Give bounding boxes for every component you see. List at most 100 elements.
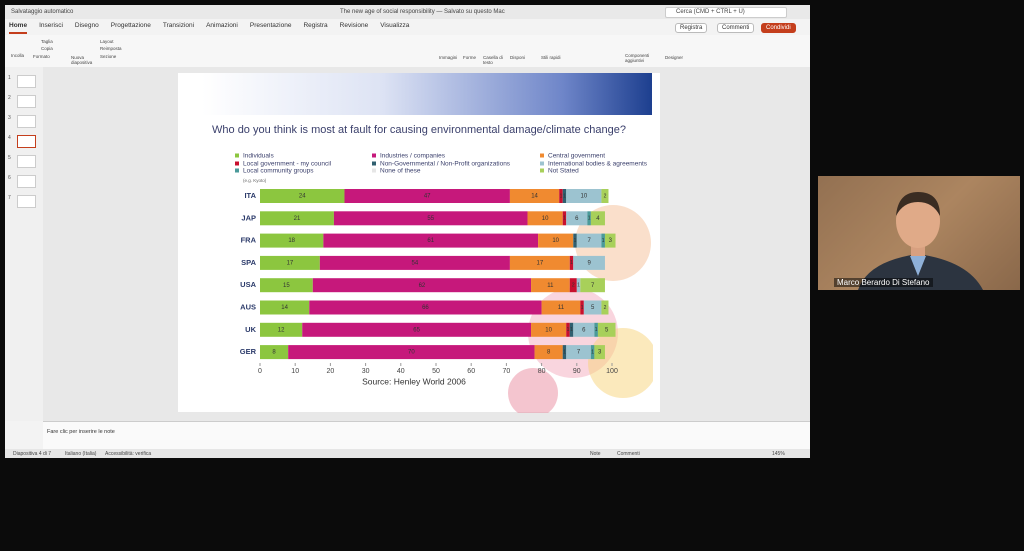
value-label: 54 xyxy=(412,260,419,266)
bar-segment xyxy=(344,189,510,203)
legend-swatch xyxy=(235,161,239,166)
bar-segment xyxy=(260,345,289,360)
bar-segment xyxy=(580,300,584,315)
value-label: 11 xyxy=(547,283,554,289)
ribbon-tab[interactable]: Visualizza xyxy=(380,22,410,29)
bar-segment xyxy=(597,322,616,337)
slide-thumbnail[interactable] xyxy=(17,175,36,188)
notes-pane[interactable]: Fare clic per inserire le note xyxy=(43,421,810,450)
ribbon-tab[interactable]: Inserisci xyxy=(39,22,63,29)
chart-title: Who do you think is most at fault for ca… xyxy=(212,124,626,136)
ribbon-tool[interactable]: Sezione xyxy=(100,54,117,59)
ribbon-tool[interactable]: Disponi xyxy=(510,55,526,60)
bar-segment xyxy=(527,211,563,226)
slide-thumbnail[interactable] xyxy=(17,195,36,208)
autosave[interactable]: Salvataggio automatico xyxy=(11,9,74,15)
slide-number: 2 xyxy=(8,95,11,101)
ribbon-button[interactable]: Commenti xyxy=(717,23,755,33)
legend-label: Industries / companies xyxy=(380,153,446,160)
legend-swatch xyxy=(235,153,239,158)
bar-segment xyxy=(604,233,616,248)
value-label: 7 xyxy=(591,283,595,289)
bar-segment xyxy=(260,189,345,203)
search-box[interactable]: Cerca (CMD + CTRL + U) xyxy=(665,7,787,18)
bar-segment xyxy=(566,345,591,360)
bar-segment xyxy=(260,322,303,337)
ribbon-tool[interactable]: Componenti aggiuntivi xyxy=(625,53,650,63)
ribbon-tool[interactable]: Designer xyxy=(665,55,684,60)
value-label: 1 xyxy=(577,283,580,289)
bar-segment xyxy=(566,322,570,337)
value-label: 70 xyxy=(408,350,415,356)
ribbon-tool[interactable]: Stili rapidi xyxy=(541,55,561,60)
value-label: 1 xyxy=(574,238,577,244)
comments-button[interactable]: Commenti xyxy=(617,451,640,457)
bar-segment xyxy=(601,233,605,248)
ribbon-tab[interactable]: Home xyxy=(9,22,28,34)
language[interactable]: Italiano (Italia) xyxy=(65,451,97,457)
ribbon-tool[interactable]: Taglia xyxy=(41,39,53,44)
ribbon-tool[interactable]: Immagini xyxy=(439,55,458,60)
bar-segment xyxy=(534,345,563,360)
ribbon-tool[interactable]: Forme xyxy=(463,55,477,60)
bar-segment xyxy=(260,255,320,270)
ribbon-tab[interactable]: Revisione xyxy=(339,22,369,29)
value-label: 1 xyxy=(563,216,566,222)
value-label: 2 xyxy=(572,283,575,289)
value-label: 47 xyxy=(424,194,431,200)
value-label: 2 xyxy=(604,305,607,311)
ribbon-tool[interactable]: Nuova diapositiva xyxy=(71,55,93,65)
ribbon-tool[interactable]: Layout xyxy=(100,39,114,44)
ribbon-tool[interactable]: Incolla xyxy=(11,53,25,58)
bar-segment xyxy=(594,345,605,360)
legend-note: (e.g. Kyoto) xyxy=(243,178,267,183)
notes-button[interactable]: Note xyxy=(590,451,601,457)
y-tick-label: USA xyxy=(240,280,256,289)
powerpoint-window: Salvataggio automatico The new age of so… xyxy=(5,5,810,458)
webcam-feed xyxy=(818,176,1020,290)
value-label: 2 xyxy=(604,193,607,199)
ribbon-button[interactable]: Registra xyxy=(675,23,708,33)
bar-segment xyxy=(573,255,605,270)
slide-thumbnail[interactable] xyxy=(17,155,36,168)
bar-segment xyxy=(260,233,324,248)
bar-segment xyxy=(531,278,570,293)
legend-label: Non-Governmental / Non-Profit organizati… xyxy=(380,161,511,168)
value-label: 3 xyxy=(598,350,602,356)
ribbon-tab[interactable]: Presentazione xyxy=(249,22,292,29)
ribbon-tab[interactable]: Registra xyxy=(303,22,328,29)
bar-segment xyxy=(509,255,570,270)
value-label: 5 xyxy=(591,305,595,311)
ribbon-tool[interactable]: Reimposta xyxy=(100,46,122,51)
ribbon-button[interactable]: Condividi xyxy=(761,23,796,33)
slide-thumbnail[interactable] xyxy=(17,75,36,88)
title-bar: Salvataggio automatico The new age of so… xyxy=(5,5,810,19)
video-tile: Marco Berardo Di Stefano xyxy=(818,176,1020,290)
slide-thumbnail[interactable] xyxy=(17,95,36,108)
ribbon-tool[interactable]: Formato xyxy=(33,54,50,59)
ribbon-tab[interactable]: Disegno xyxy=(74,22,99,29)
slide-number: 4 xyxy=(8,135,11,141)
bar-segment xyxy=(569,278,577,293)
ribbon-tab[interactable]: Transizioni xyxy=(162,22,195,29)
ribbon-tab[interactable]: Animazioni xyxy=(206,22,238,29)
ribbon-tab[interactable]: Progettazione xyxy=(110,22,151,29)
status-bar: Diapositiva 4 di 7 Italiano (Italia) Acc… xyxy=(5,449,810,458)
y-tick-label: UK xyxy=(245,325,256,334)
ribbon-tool[interactable]: Copia xyxy=(41,46,53,51)
bar-segment xyxy=(590,345,595,360)
legend-swatch xyxy=(235,168,239,173)
accessibility[interactable]: Accessibilità: verifica xyxy=(105,451,152,457)
ribbon-tool[interactable]: Casella di testo xyxy=(483,55,503,65)
slide-thumbnail[interactable] xyxy=(17,135,36,148)
slide: Who do you think is most at fault for ca… xyxy=(178,73,660,413)
x-tick-label: 50 xyxy=(432,368,440,375)
value-label: 8 xyxy=(272,350,276,356)
value-label: 55 xyxy=(427,216,434,222)
slide-thumbnail[interactable] xyxy=(17,115,36,128)
slide-counter: Diapositiva 4 di 7 xyxy=(13,451,52,457)
zoom-level[interactable]: 145% xyxy=(772,451,785,457)
bar-segment xyxy=(559,189,563,203)
x-tick-label: 70 xyxy=(503,368,511,375)
value-label: 4 xyxy=(596,216,600,222)
